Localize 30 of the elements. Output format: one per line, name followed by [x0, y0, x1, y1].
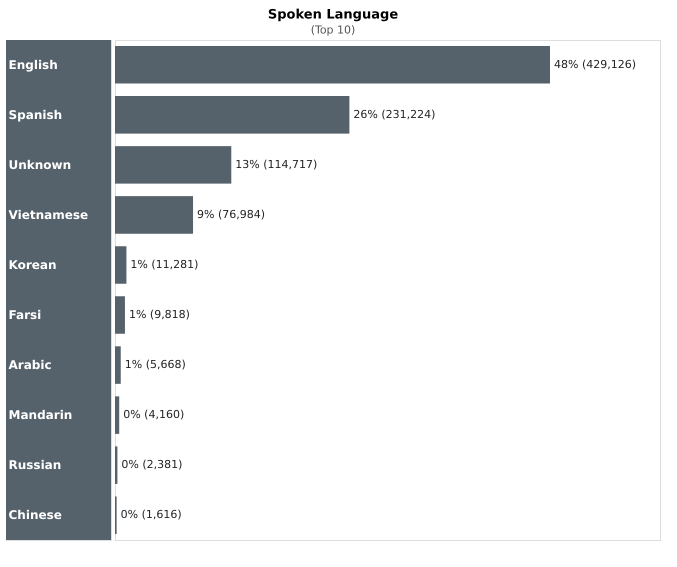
bar [115, 96, 350, 134]
y-tick-label: Chinese [8, 508, 62, 522]
bar [115, 396, 120, 434]
bar [115, 46, 550, 84]
y-tick-label: Russian [8, 458, 62, 472]
y-tick-label: Unknown [8, 158, 72, 172]
y-tick-label: Vietnamese [8, 208, 88, 222]
bar [115, 196, 194, 234]
bar [115, 346, 121, 384]
y-tick-label: Korean [8, 258, 57, 272]
data-label: 1% (9,818) [128, 308, 190, 322]
bar [115, 146, 232, 184]
y-tick-label: Spanish [8, 108, 62, 122]
data-label: 26% (231,224) [353, 108, 436, 121]
y-tick-label: Arabic [8, 358, 52, 372]
chart-title: Spoken Language [268, 8, 398, 22]
data-label: 0% (4,160) [123, 408, 184, 422]
data-label: 0% (2,381) [121, 458, 182, 472]
y-tick-label: Mandarin [8, 408, 72, 422]
bar [115, 246, 126, 284]
data-label: 48% (429,126) [554, 58, 636, 71]
data-label: 1% (11,281) [130, 258, 198, 271]
bar [115, 296, 125, 334]
data-label: 0% (1,616) [120, 508, 182, 522]
data-label: 13% (114,717) [235, 158, 318, 171]
chart-subtitle: (Top 10) [310, 24, 356, 36]
data-label: 9% (76,984) [197, 208, 266, 221]
y-tick-label: English [8, 58, 58, 72]
y-tick-label: Farsi [8, 308, 42, 322]
data-label: 1% (5,668) [124, 358, 186, 372]
